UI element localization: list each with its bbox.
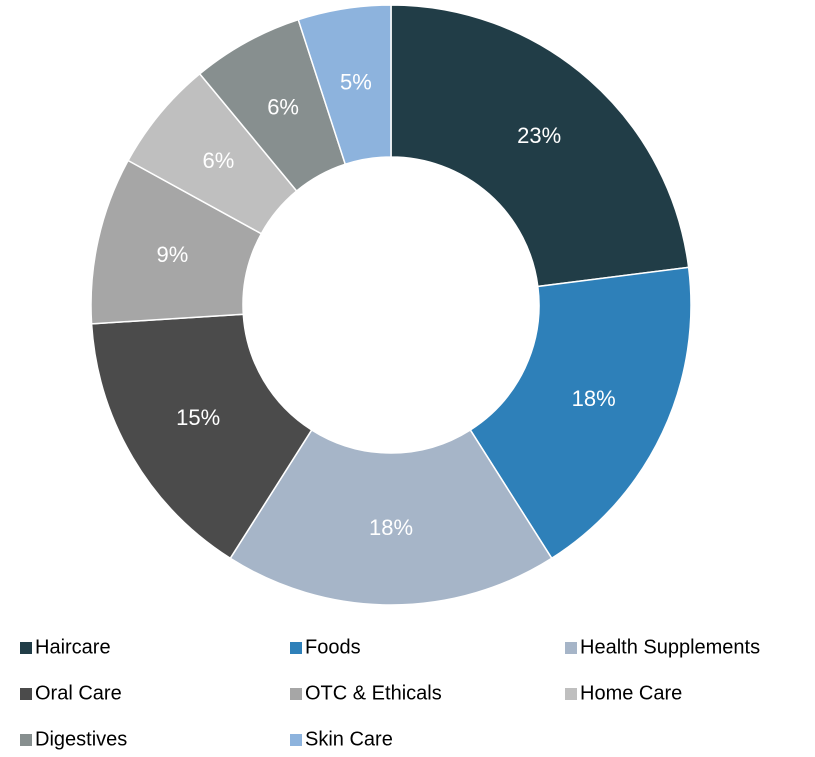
legend-swatch — [290, 734, 302, 746]
legend-label: Home Care — [580, 682, 682, 704]
donut-slice — [469, 266, 692, 560]
legend-swatch — [565, 688, 577, 700]
data-label: 5% — [340, 70, 372, 95]
legend-label: Haircare — [35, 636, 111, 658]
data-label: 6% — [203, 148, 235, 173]
donut-slice — [297, 4, 392, 166]
legend-label: OTC & Ethicals — [305, 682, 442, 704]
data-label: 15% — [176, 405, 220, 430]
legend-label: Digestives — [35, 728, 127, 750]
data-label: 9% — [156, 242, 188, 267]
legend-label: Oral Care — [35, 682, 122, 704]
donut-slice — [229, 428, 553, 606]
data-label: 18% — [369, 515, 413, 540]
legend-swatch — [20, 734, 32, 746]
legend-label: Foods — [305, 636, 361, 658]
legend-swatch — [20, 642, 32, 654]
data-label: 18% — [572, 386, 616, 411]
legend-swatch — [20, 688, 32, 700]
data-label: 6% — [267, 95, 299, 120]
legend-label: Health Supplements — [580, 636, 760, 658]
legend-label: Skin Care — [305, 728, 393, 750]
legend-swatch — [565, 642, 577, 654]
legend-swatch — [290, 642, 302, 654]
legend-swatch — [290, 688, 302, 700]
data-label: 23% — [517, 123, 561, 148]
donut-slice — [390, 4, 690, 288]
donut-slice — [90, 313, 313, 560]
